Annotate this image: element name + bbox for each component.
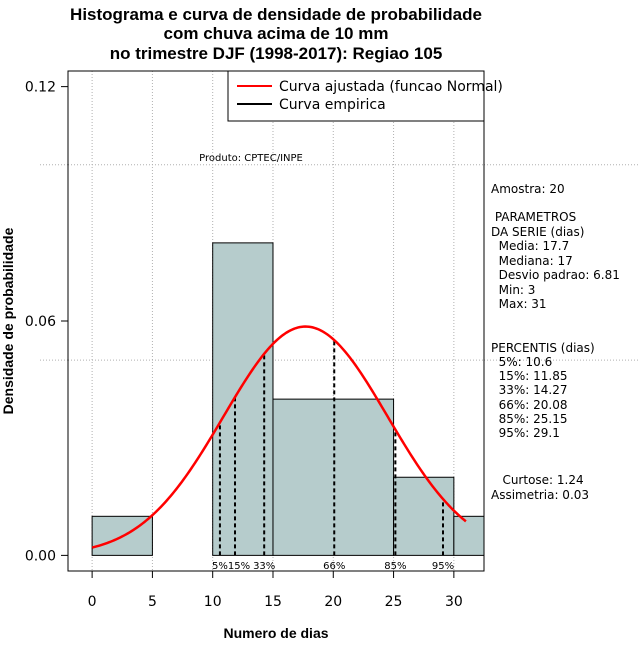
side-panel-line-2: DA SERIE (dias) <box>491 225 584 239</box>
legend: Curva ajustada (funcao Normal) Curva empi… <box>227 70 503 122</box>
percentile-label-3: 66% <box>323 561 345 572</box>
x-tick-label-3: 15 <box>264 594 282 610</box>
percentile-label-2: 33% <box>253 561 275 572</box>
y-tick-label-0: 0.00 <box>25 548 56 564</box>
y-axis-label: Densidade de probabilidade <box>0 227 16 414</box>
side-panel-line-7: Max: 31 <box>491 297 547 311</box>
side-panel-line-10: 15%: 11.85 <box>491 369 568 383</box>
side-panel-line-3: Media: 17.7 <box>491 239 569 253</box>
title-line-3: no trimestre DJF (1998-2017): Regiao 105 <box>110 44 443 63</box>
side-panel-line-11: 33%: 14.27 <box>491 383 568 397</box>
side-panel-line-8: PERCENTIS (dias) <box>491 341 595 355</box>
y-tick-label-2: 0.12 <box>25 80 56 96</box>
x-tick-label-0: 0 <box>88 594 97 610</box>
x-tick-label-1: 5 <box>148 594 157 610</box>
legend-label-0: Curva ajustada (funcao Normal) <box>279 79 503 95</box>
x-tick-label-5: 25 <box>385 594 403 610</box>
side-panel-line-9: 5%: 10.6 <box>491 355 552 369</box>
product-annotation: Produto: CPTEC/INPE <box>199 153 303 164</box>
percentile-label-1: 15% <box>228 561 250 572</box>
percentile-label-4: 85% <box>384 561 406 572</box>
x-tick-label-6: 30 <box>445 594 463 610</box>
histogram-bars <box>91 242 484 556</box>
side-panel-line-6: Min: 3 <box>491 283 535 297</box>
title-line-1: Histograma e curva de densidade de proba… <box>70 5 482 24</box>
x-axis-label: Numero de dias <box>223 625 328 641</box>
side-panel-line-12: 66%: 20.08 <box>491 398 568 412</box>
legend-label-1: Curva empirica <box>279 97 386 113</box>
percentile-label-5: 95% <box>432 561 454 572</box>
side-panel-line-0: Amostra: 20 <box>491 182 565 196</box>
histogram-bar-4 <box>393 476 455 556</box>
y-tick-label-1: 0.06 <box>25 314 56 330</box>
chart-title: Histograma e curva de densidade de proba… <box>70 5 482 63</box>
normal-fit-curve <box>91 325 467 549</box>
side-panel-line-5: Desvio padrao: 6.81 <box>491 268 620 282</box>
legend-box <box>227 70 485 122</box>
annotation: Produto: CPTEC/INPE <box>199 153 303 164</box>
histogram-bar-5 <box>453 515 484 556</box>
x-tick-label-2: 10 <box>204 594 222 610</box>
title-line-2: com chuva acima de 10 mm <box>164 24 389 43</box>
side-panel-line-4: Mediana: 17 <box>491 254 573 268</box>
side-panel-line-14: 95%: 29.1 <box>491 426 560 440</box>
histogram-bar-2 <box>212 242 274 556</box>
side-panel-line-16: Assimetria: 0.03 <box>491 488 589 502</box>
percentile-lines: 5% 15% 33% 66% 85% 95% <box>212 340 454 572</box>
x-tick-label-4: 20 <box>324 594 342 610</box>
side-panel-line-15: Curtose: 1.24 <box>491 473 584 487</box>
normal-curve <box>91 325 467 549</box>
axes: 0 5 10 15 20 25 30 0.00 0.06 0.12 Numero de dias De… <box>0 80 463 641</box>
side-panel-line-1: PARAMETROS <box>491 210 576 224</box>
side-panel-line-13: 85%: 25.15 <box>491 412 568 426</box>
percentile-label-0: 5% <box>212 561 228 572</box>
